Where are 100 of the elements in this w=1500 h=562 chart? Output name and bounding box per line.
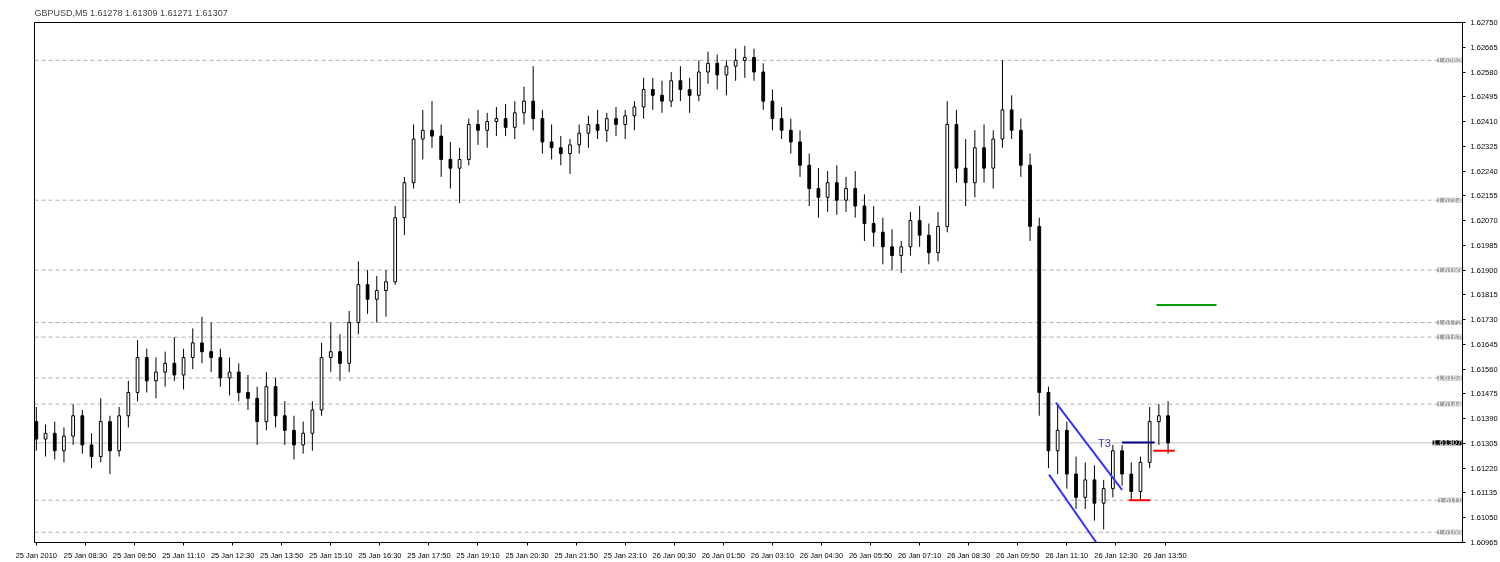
candlestick [163,351,168,388]
candlestick [43,424,48,458]
candlestick [255,386,260,446]
candlestick [779,106,784,140]
candlestick [485,112,490,149]
candlestick [890,228,894,271]
candlestick [328,322,333,373]
candlestick [669,71,674,108]
candlestick [660,80,664,114]
candlestick [420,109,425,160]
ref-line-label: 1.6167 [1437,332,1463,342]
candlestick [807,153,812,207]
candlestick [871,205,876,248]
candlestick [190,327,195,370]
candlestick [384,269,388,318]
candlestick [512,100,517,140]
candlestick [1092,464,1097,522]
candlestick [89,432,94,469]
candlestick [623,109,628,140]
annotation: T3 [1098,436,1111,449]
candlestick [595,109,600,140]
candlestick [604,112,609,143]
candlestick [172,336,177,382]
candlestick [181,348,186,391]
candlestick [742,45,747,79]
candlestick [733,48,738,82]
candlestick [430,100,434,149]
ref-line-label: 1.61307 [1432,438,1463,448]
candlestick [246,374,250,411]
candlestick [292,415,296,460]
candlestick [844,176,848,213]
ref-line-label: 1.6111 [1438,495,1463,505]
ref-line-label: 1.6262 [1437,55,1463,65]
candlestick [696,59,701,102]
ref-line-label: 1.6100 [1437,527,1463,537]
candlestick [963,138,968,207]
candlestick [706,51,710,85]
candlestick [503,103,508,137]
candlestick [301,421,306,455]
candlestick [788,118,793,155]
candlestick [374,275,379,324]
candlestick [558,135,563,166]
chart-title: GBPUSD,M5 1.61278 1.61309 1.61271 1.61307 [34,7,228,18]
candlestick [531,65,536,131]
candlestick [834,164,839,216]
candlestick [1129,461,1134,501]
candlestick [982,123,986,184]
candlestick [144,348,149,393]
candlestick [917,205,922,248]
candlestick [310,400,315,452]
candlestick [816,167,821,219]
candlestick [209,322,214,373]
candlestick [632,100,637,131]
candlestick [798,129,802,178]
candlestick [724,59,729,96]
candlestick [549,123,554,160]
ref-line-label: 1.6214 [1437,195,1463,205]
candlestick [1009,94,1014,140]
candlestick [476,109,480,146]
candlestick [154,357,158,399]
candlestick [770,89,775,131]
candlestick [926,223,931,265]
ref-line-label: 1.6190 [1437,265,1463,275]
candlestick [1083,461,1088,510]
candlestick [338,333,342,382]
candlestick [218,348,223,388]
candlestick [1120,444,1124,487]
candlestick [71,403,76,446]
candlestick [641,77,646,120]
candlestick [862,193,867,242]
ref-line-label: 1.6172 [1437,318,1463,328]
candlestick [899,240,904,274]
candlestick [282,400,287,446]
candlestick [540,109,545,155]
candlestick [687,77,692,114]
candlestick [200,316,204,364]
candlestick [448,141,453,190]
candlestick [752,48,756,82]
candlestick [494,106,499,137]
candlestick [650,77,655,111]
candlestick [52,421,57,460]
candlestick [62,426,66,463]
candlestick [614,106,618,137]
candlestick [880,217,885,265]
candlestick [586,115,591,149]
candlestick [236,362,241,402]
ref-line-label: 1.6153 [1437,373,1463,383]
candlestick [825,170,830,213]
candlestick [577,123,582,155]
candlestick [365,269,370,315]
candlestick [715,54,720,90]
candlestick [678,65,683,102]
candlestick [227,357,232,396]
candlestick [522,86,526,125]
ref-line-label: 1.6144 [1437,399,1463,409]
candlestick [1074,456,1078,510]
candlestick [568,138,572,175]
candlestick [439,123,444,178]
candlestick [1156,403,1161,446]
candlestick [853,170,858,219]
